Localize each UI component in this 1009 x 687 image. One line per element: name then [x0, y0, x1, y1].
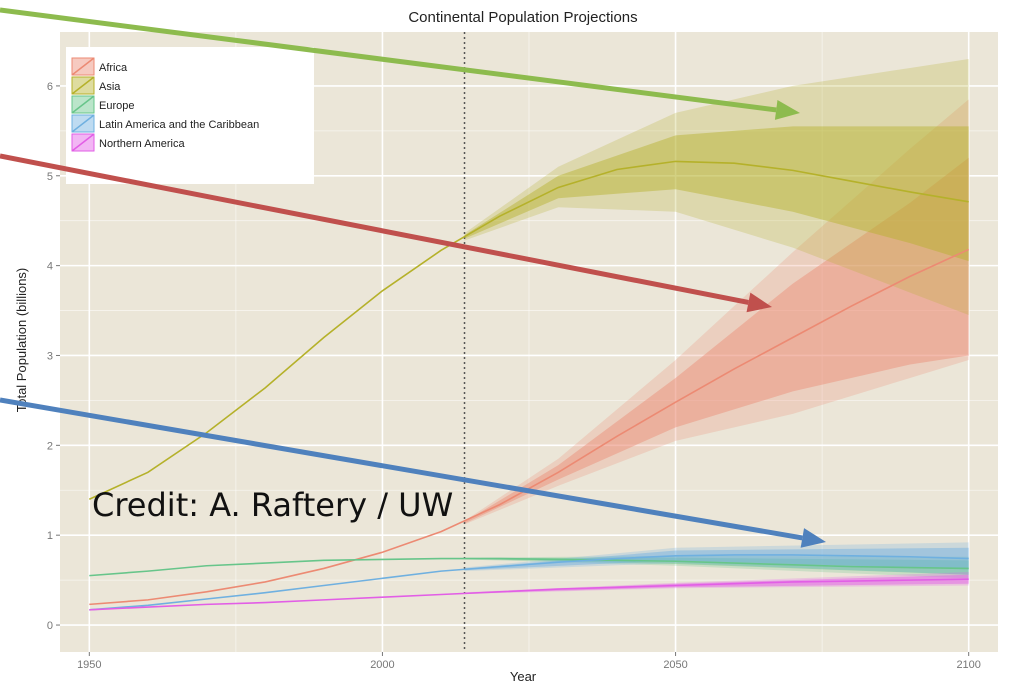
x-tick-label: 2100 — [956, 659, 980, 671]
x-axis-label: Year — [510, 669, 537, 684]
legend-label: Africa — [99, 62, 128, 74]
arrow-to-africa-head — [746, 292, 772, 313]
x-tick-label: 2050 — [663, 659, 687, 671]
y-tick-label: 1 — [47, 530, 53, 542]
y-tick-label: 3 — [47, 350, 53, 362]
legend-label: Latin America and the Caribbean — [99, 119, 259, 131]
legend-label: Northern America — [99, 138, 185, 150]
band80-latin-america-and-the-caribbean — [464, 547, 969, 571]
y-axis-ticks: 0 1 2 3 4 5 6 — [47, 81, 60, 632]
x-tick-label: 1950 — [77, 659, 101, 671]
series-line-latin-america-and-the-caribbean — [89, 554, 969, 611]
credit-annotation: Credit: A. Raftery / UW — [92, 486, 453, 524]
legend: Africa Asia Europe Latin America and the Ca… — [66, 47, 314, 184]
legend-label: Europe — [99, 100, 134, 112]
y-tick-label: 4 — [47, 261, 53, 273]
arrow-to-africa-shaft — [0, 153, 749, 305]
legend-swatch-line — [71, 76, 95, 95]
legend-swatch-line — [71, 57, 95, 76]
series-line-europe — [89, 557, 969, 577]
arrow-to-minor-regions — [0, 397, 826, 548]
arrow-to-minor-regions-shaft — [0, 397, 803, 541]
arrow-to-asia-head — [774, 100, 800, 120]
arrow-to-asia — [0, 7, 800, 120]
band80-europe — [464, 557, 969, 575]
legend-swatch-line — [71, 133, 95, 152]
legend-swatch-line — [71, 114, 95, 133]
legend-label: Asia — [99, 81, 121, 93]
band95-asia — [464, 58, 969, 316]
arrow-to-asia-shaft — [0, 7, 777, 113]
annotation-arrows — [0, 7, 826, 548]
arrow-to-minor-regions-head — [800, 528, 826, 548]
chart-title: Continental Population Projections — [408, 9, 637, 26]
band95-europe — [464, 555, 969, 579]
y-tick-label: 2 — [47, 440, 53, 452]
band80-africa — [464, 157, 969, 524]
x-tick-label: 2000 — [370, 659, 394, 671]
y-axis-label: Total Population (billions) — [14, 268, 29, 413]
series-line-northern-america — [89, 578, 969, 611]
y-tick-label: 6 — [47, 81, 53, 93]
x-axis-ticks: 1950 2000 2050 2100 — [77, 652, 981, 671]
legend-box — [66, 47, 314, 184]
arrow-to-africa — [0, 153, 772, 313]
band80-asia — [464, 126, 969, 262]
y-tick-label: 5 — [47, 171, 53, 183]
legend-swatch-line — [71, 95, 95, 114]
y-tick-label: 0 — [47, 620, 53, 632]
band95-africa — [464, 99, 969, 525]
series-line-asia — [88, 160, 969, 500]
